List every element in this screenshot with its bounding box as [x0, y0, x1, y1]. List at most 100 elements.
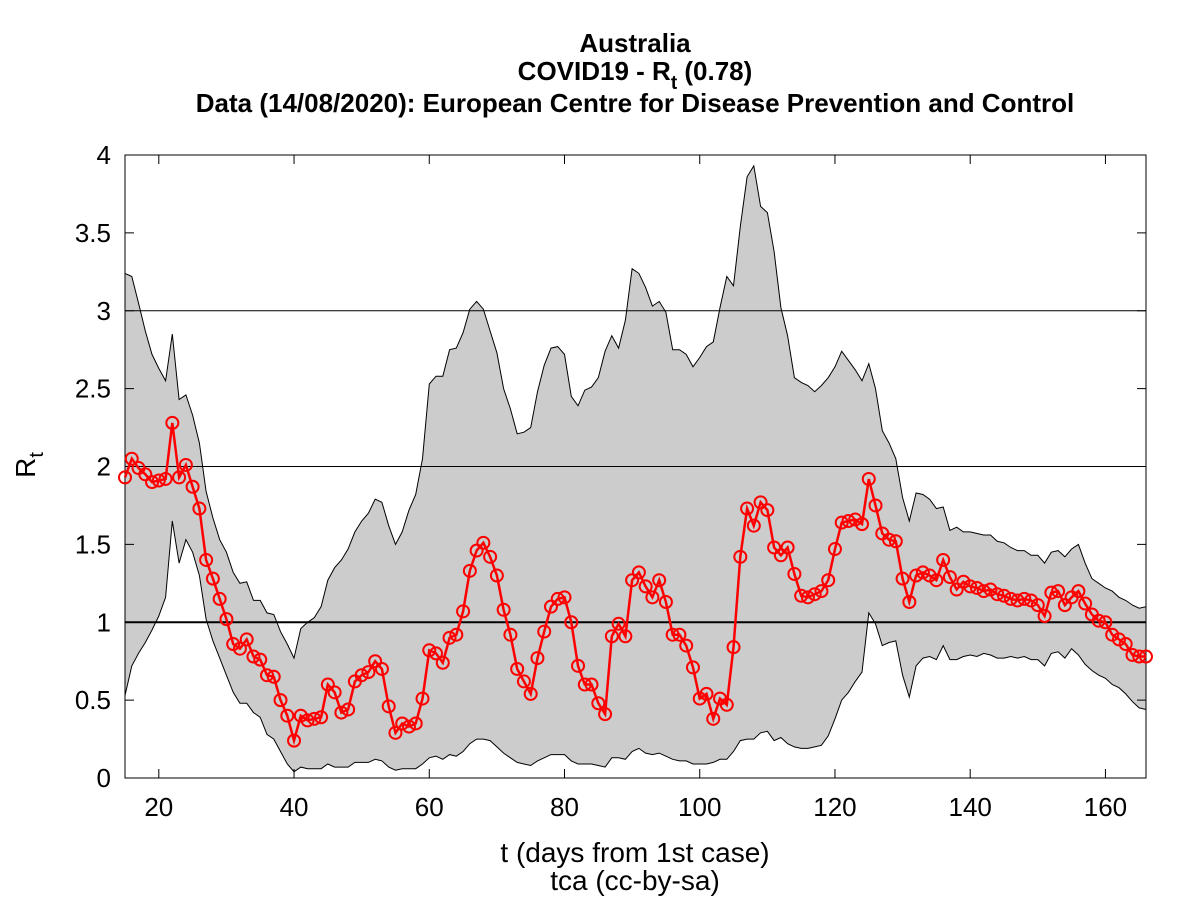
band-upper-edge — [124, 164, 1147, 660]
rt-data-point — [963, 579, 978, 594]
rt-data-point — [706, 711, 721, 726]
x-tick-label: 100 — [678, 792, 721, 822]
rt-data-point — [841, 514, 856, 529]
rt-data-point — [679, 638, 694, 653]
rt-data-point — [814, 584, 829, 599]
rt-data-point — [976, 584, 991, 599]
rt-data-point — [422, 643, 437, 658]
rt-data-point — [821, 573, 836, 588]
rt-data-point — [523, 686, 538, 701]
x-tick-label: 160 — [1084, 792, 1127, 822]
rt-data-point — [1091, 613, 1106, 628]
rt-data-point — [855, 517, 870, 532]
chart-title-metric-main: COVID19 - R — [518, 56, 671, 86]
rt-data-point — [1125, 647, 1140, 662]
rt-data-point — [902, 595, 917, 610]
rt-data-point — [307, 711, 322, 726]
rt-data-point — [314, 710, 329, 725]
rt-data-point — [361, 665, 376, 680]
rt-data-point — [645, 590, 660, 605]
rt-data-point — [199, 552, 214, 567]
rt-data-point — [239, 632, 254, 647]
rt-data-point — [334, 705, 349, 720]
y-axis-label-subscript: t — [26, 452, 48, 458]
rt-data-point — [429, 646, 444, 661]
rt-data-point — [631, 565, 646, 580]
rt-data-point — [1037, 609, 1052, 624]
rt-data-point — [462, 563, 477, 578]
rt-data-point — [185, 479, 200, 494]
rt-data-point — [401, 719, 416, 734]
x-tick-label: 40 — [280, 792, 309, 822]
rt-data-point — [665, 627, 680, 642]
rt-data-point — [604, 629, 619, 644]
rt-data-point — [232, 641, 247, 656]
rt-data-point — [341, 702, 356, 717]
y-tick-label: 0.5 — [75, 685, 111, 715]
rt-data-point — [442, 630, 457, 645]
rt-data-point — [483, 549, 498, 564]
x-tick-label: 80 — [550, 792, 579, 822]
rt-data-point — [909, 568, 924, 583]
y-tick-label: 4 — [97, 140, 111, 170]
confidence-band — [125, 165, 1146, 772]
rt-data-point — [408, 716, 423, 731]
rt-data-point — [287, 733, 302, 748]
rt-data-point — [942, 570, 957, 585]
rt-data-point — [699, 686, 714, 701]
rt-data-point — [246, 649, 261, 664]
rt-data-point — [395, 716, 410, 731]
rt-data-point — [584, 677, 599, 692]
rt-data-point — [1071, 584, 1086, 599]
rt-data-point — [172, 470, 187, 485]
rt-data-point — [557, 590, 572, 605]
rt-data-point — [861, 471, 876, 486]
rt-data-point — [388, 725, 403, 740]
rt-data-point — [794, 588, 809, 603]
y-axis-label-main: R — [10, 458, 41, 478]
footer-credit: tca (cc-by-sa) — [550, 865, 720, 896]
rt-data-point — [158, 471, 173, 486]
rt-data-point — [415, 691, 430, 706]
x-tick-label: 120 — [813, 792, 856, 822]
rt-data-point — [618, 629, 633, 644]
rt-data-point — [449, 627, 464, 642]
y-tick-label: 3.5 — [75, 218, 111, 248]
rt-data-point — [354, 668, 369, 683]
y-tick-label: 1 — [97, 607, 111, 637]
rt-data-point — [165, 415, 180, 430]
rt-data-point — [882, 532, 897, 547]
rt-data-point — [888, 534, 903, 549]
rt-data-point — [476, 535, 491, 550]
y-tick-label: 0 — [97, 763, 111, 793]
rt-data-point — [381, 699, 396, 714]
rt-data-point — [374, 661, 389, 676]
rt-data-point — [151, 473, 166, 488]
y-tick-label: 2 — [97, 452, 111, 482]
rt-data-point — [280, 708, 295, 723]
rt-data-point — [118, 470, 132, 485]
rt-data-point — [327, 685, 342, 700]
rt-data-point — [611, 616, 626, 631]
rt-data-point — [300, 713, 315, 728]
rt-data-point — [266, 669, 281, 684]
rt-data-point — [456, 604, 471, 619]
rt-data-point — [787, 566, 802, 581]
rt-data-point — [685, 660, 700, 675]
plot-area: 0 0.5 1 1.5 2 2.5 3 3.5 4 20 40 60 80 100 120 140 160 — [75, 140, 1153, 822]
rt-data-point — [719, 697, 734, 712]
rt-data-point — [192, 501, 207, 516]
rt-data-point — [652, 573, 667, 588]
rt-data-point — [827, 542, 842, 557]
rt-data-point — [496, 602, 511, 617]
x-tick-label: 140 — [949, 792, 992, 822]
rt-data-point — [550, 591, 565, 606]
chart-title-country: Australia — [579, 28, 691, 58]
chart-title-metric: COVID19 - Rt (0.78) — [518, 56, 753, 94]
rt-data-point — [746, 518, 761, 533]
rt-data-point — [990, 587, 1005, 602]
rt-data-point — [780, 540, 795, 555]
rt-data-point — [273, 693, 288, 708]
rt-data-point — [997, 588, 1012, 603]
rt-data-point — [807, 587, 822, 602]
